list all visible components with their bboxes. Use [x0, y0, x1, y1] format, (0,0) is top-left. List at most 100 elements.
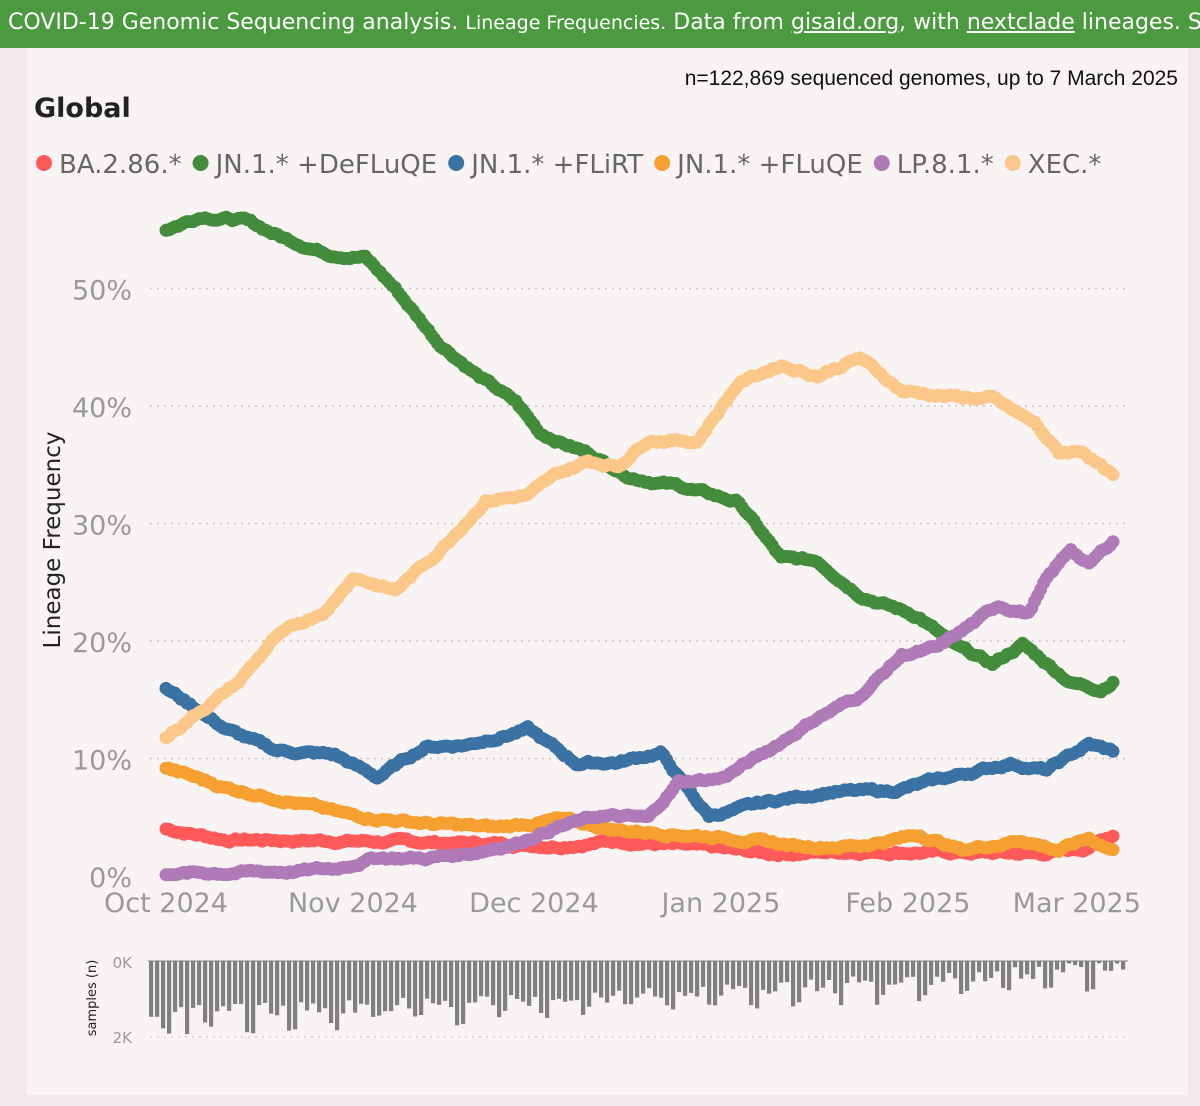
samples-bar — [539, 961, 544, 1013]
samples-bar — [473, 961, 478, 1003]
legend-label-0: BA.2.86.* — [59, 150, 182, 180]
gisaid-link[interactable]: gisaid.org — [790, 10, 900, 35]
samples-bar — [833, 961, 838, 994]
samples-bar — [413, 961, 418, 1017]
samples-bar — [575, 961, 580, 1001]
header-subtitle: Lineage Frequencies. — [465, 12, 667, 34]
samples-bar — [425, 961, 430, 999]
y-tick-label: 30% — [72, 511, 132, 542]
samples-bar — [869, 961, 874, 982]
samples-bar — [365, 961, 370, 1005]
samples-bar — [479, 961, 484, 997]
header-title: COVID-19 Genomic Sequencing analysis. — [8, 10, 459, 35]
y-tick-label: 0% — [89, 863, 132, 894]
samples-bar — [389, 961, 394, 1012]
samples-bar — [875, 961, 880, 1005]
samples-bar — [893, 961, 898, 985]
legend-marker-0 — [36, 155, 52, 171]
series-point — [1106, 468, 1120, 482]
y-tick-label: 50% — [72, 276, 132, 307]
samples-bar — [923, 961, 928, 996]
series-0 — [159, 822, 1120, 863]
samples-bar — [671, 961, 676, 1010]
nextclade-link[interactable]: nextclade — [966, 10, 1075, 35]
samples-bar — [203, 961, 208, 1023]
x-tick-label: Mar 2025 — [1013, 888, 1141, 919]
samples-bar — [179, 961, 184, 1008]
samples-bar — [1067, 961, 1072, 964]
samples-bar — [929, 961, 934, 985]
samples-bar — [1061, 961, 1066, 973]
series-point — [1106, 675, 1120, 689]
y-tick-label: 40% — [72, 393, 132, 424]
samples-bar — [941, 961, 946, 982]
x-tick-label: Dec 2024 — [469, 888, 599, 919]
series-3 — [159, 761, 1120, 858]
legend-label-5: XEC.* — [1028, 150, 1102, 180]
samples-bar — [323, 961, 328, 1009]
samples-bar — [887, 961, 892, 985]
samples-bar — [485, 961, 490, 997]
samples-bar — [1019, 961, 1024, 979]
samples-bar — [1055, 961, 1060, 970]
samples-bar — [839, 961, 844, 1006]
samples-bar — [305, 961, 310, 1011]
samples-bar — [743, 961, 748, 988]
samples-bar — [725, 961, 730, 985]
samples-bar — [1079, 961, 1084, 968]
samples-bar — [491, 961, 496, 1006]
samples-bar — [395, 961, 400, 1006]
samples-bar — [803, 961, 808, 988]
samples-bar — [983, 961, 988, 982]
samples-bar — [173, 961, 178, 1012]
samples-bar — [215, 961, 220, 1012]
samples-bar — [353, 961, 358, 1013]
samples-bar — [665, 961, 670, 1006]
samples-bar — [227, 961, 232, 1011]
samples-bar — [311, 961, 316, 1004]
series-point — [1106, 744, 1120, 758]
samples-bar — [197, 961, 202, 1006]
x-tick-label: Oct 2024 — [104, 888, 228, 919]
legend-label-4: LP.8.1.* — [897, 150, 994, 180]
samples-bar — [641, 961, 646, 994]
samples-bar — [695, 961, 700, 997]
samples-panel: 0K 2K — [113, 954, 1128, 1047]
header-lineages-source: lineages. Source — [1081, 10, 1200, 35]
samples-bar — [761, 961, 766, 990]
samples-bar — [347, 961, 352, 1001]
samples-bar — [815, 961, 820, 992]
samples-bar — [1043, 961, 1048, 989]
samples-bar — [401, 961, 406, 998]
samples-bar — [749, 961, 754, 1006]
samples-bar — [647, 961, 652, 989]
samples-tick-label: 2K — [113, 1029, 134, 1047]
header-banner: COVID-19 Genomic Sequencing analysis. Li… — [0, 0, 1200, 48]
samples-bar — [341, 961, 346, 1014]
legend-marker-1 — [192, 155, 209, 171]
samples-bar — [707, 961, 712, 1005]
samples-bar — [1121, 961, 1126, 970]
samples-bar — [515, 961, 520, 999]
samples-bar — [767, 961, 772, 994]
samples-bar — [995, 961, 1000, 972]
samples-bar — [1007, 961, 1012, 991]
series-point — [1106, 535, 1120, 549]
samples-bar — [191, 961, 196, 1008]
y-tick-label: 20% — [72, 628, 132, 659]
samples-bar — [599, 961, 604, 998]
samples-bar — [731, 961, 736, 990]
samples-bar — [161, 961, 166, 1029]
samples-bar — [335, 961, 340, 1031]
samples-bar — [155, 961, 160, 1017]
samples-bar — [287, 961, 292, 1031]
samples-bar — [617, 961, 622, 991]
samples-bar — [977, 961, 982, 973]
chart-title: Global — [34, 93, 131, 124]
samples-bar — [683, 961, 688, 996]
samples-bar — [953, 961, 958, 979]
samples-bar — [383, 961, 388, 1012]
samples-bar — [1025, 961, 1030, 975]
samples-bar — [257, 961, 262, 1005]
